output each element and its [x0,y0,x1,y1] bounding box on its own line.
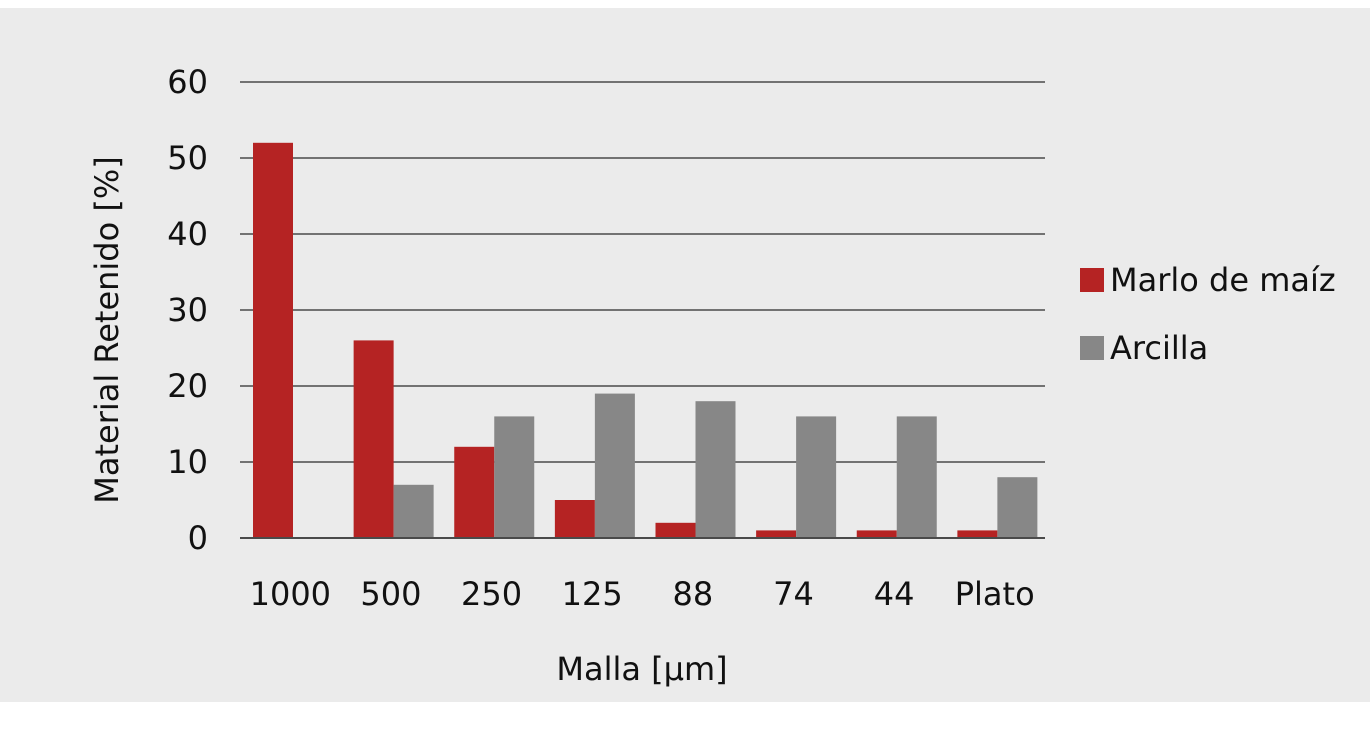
legend-label-marlo: Marlo de maíz [1110,261,1336,299]
legend-label-arcilla: Arcilla [1110,329,1208,367]
y-axis-label: Material Retenido [%] [88,156,126,504]
x-axis-label: Malla [µm] [556,650,727,688]
chart-panel [0,8,1370,702]
y-tick-label: 0 [188,519,208,557]
legend-swatch-arcilla [1080,336,1104,360]
legend-swatch-marlo [1080,268,1104,292]
y-tick-label: 60 [167,63,208,101]
y-tick-label: 20 [167,367,208,405]
bar-marlo [353,340,394,538]
bar-marlo [856,530,897,538]
x-tick-label: 250 [461,575,522,613]
bar-arcilla [695,401,736,538]
bar-arcilla [393,484,434,538]
bar-marlo [554,500,595,538]
bar-marlo [957,530,998,538]
bar-marlo [655,522,696,538]
bar-arcilla [896,416,937,538]
bar-marlo [756,530,797,538]
x-tick-label: 1000 [250,575,331,613]
bars [253,142,1038,539]
y-tick-labels: 0 10 20 30 40 50 60 [167,63,208,557]
x-tick-label: 88 [672,575,713,613]
y-tick-label: 30 [167,291,208,329]
x-tick-label: Plato [955,575,1035,613]
x-tick-label: 74 [773,575,814,613]
legend: Marlo de maíz Arcilla [1080,261,1336,367]
y-tick-label: 40 [167,215,208,253]
x-tick-label: 125 [562,575,623,613]
x-tick-labels: 1000 500 250 125 88 74 44 Plato [250,575,1035,613]
y-tick-label: 10 [167,443,208,481]
y-tick-label: 50 [167,139,208,177]
bar-arcilla [796,416,837,538]
bar-arcilla [494,416,535,538]
x-tick-label: 500 [360,575,421,613]
bar-arcilla [594,393,635,538]
x-tick-label: 44 [874,575,915,613]
bar-marlo [454,446,495,538]
bar-arcilla [997,477,1038,538]
bar-marlo [253,142,293,539]
